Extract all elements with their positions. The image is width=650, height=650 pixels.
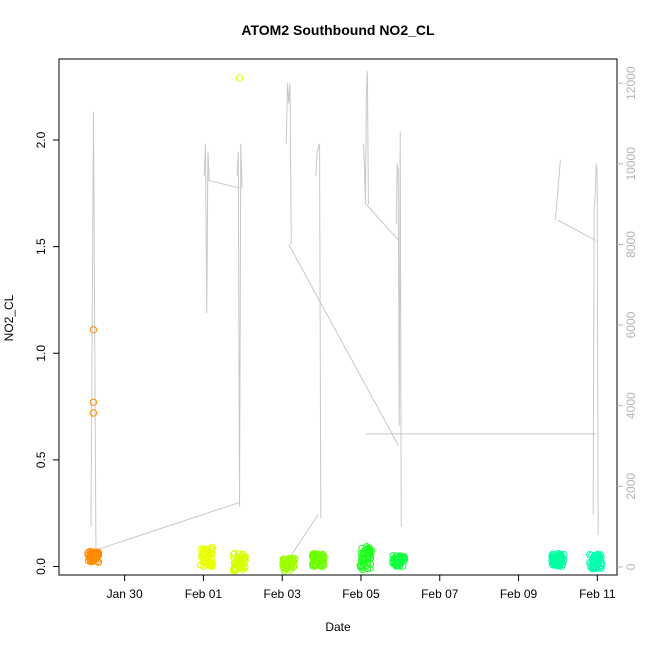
data-point	[548, 552, 556, 560]
x-tick-label: Feb 07	[421, 587, 459, 601]
line-segment	[554, 159, 561, 221]
x-tick-label: Feb 05	[342, 587, 380, 601]
data-point	[399, 562, 407, 570]
data-point	[357, 549, 366, 557]
data-point	[391, 555, 400, 564]
data-point-outlier	[89, 326, 98, 334]
y-left-tick-label: 2.0	[34, 131, 48, 148]
data-point	[366, 564, 374, 572]
data-point	[230, 559, 239, 568]
y-left-tick-label: 1.5	[34, 238, 48, 255]
x-tick-label: Feb 03	[264, 587, 302, 601]
data-point	[588, 559, 596, 567]
data-point	[363, 564, 372, 573]
data-point	[312, 552, 320, 560]
data-point	[310, 562, 319, 570]
data-point	[199, 545, 207, 553]
data-point-outlier	[89, 409, 98, 417]
data-point	[400, 553, 408, 561]
data-point	[592, 554, 601, 563]
data-point	[203, 553, 212, 561]
y-left-tick-label: 0.5	[34, 451, 48, 468]
data-point	[558, 554, 566, 562]
data-point	[588, 564, 596, 573]
data-point	[88, 557, 97, 566]
line-connector	[288, 244, 400, 447]
data-point	[84, 556, 93, 565]
data-point	[597, 564, 605, 572]
point-series	[84, 74, 606, 575]
line-segment	[203, 143, 210, 313]
data-point	[392, 554, 401, 563]
line-connector	[557, 219, 596, 241]
data-point	[199, 553, 207, 561]
data-point	[358, 563, 367, 572]
data-point	[229, 566, 238, 575]
plot-frame	[58, 58, 618, 576]
data-point-outlier	[89, 398, 98, 406]
line-connector	[288, 514, 319, 560]
y-right-tick-label: 2000	[624, 473, 638, 500]
y-axis-label: NO2_CL	[2, 294, 16, 341]
x-tick-label: Jan 30	[107, 587, 143, 601]
x-tick-label: Feb 01	[185, 587, 223, 601]
data-point	[230, 550, 239, 558]
x-tick-label: Feb 11	[579, 587, 616, 601]
line-connector	[206, 179, 240, 189]
data-point	[208, 547, 216, 556]
data-point	[551, 560, 559, 568]
data-point	[359, 560, 368, 568]
data-point	[318, 562, 327, 571]
line-connector	[365, 203, 400, 241]
y-right-tick-label: 4000	[624, 392, 638, 419]
y-right-tick-label: 0	[624, 563, 638, 570]
data-point	[318, 559, 327, 567]
data-point	[366, 554, 374, 562]
data-point	[390, 559, 399, 568]
data-point	[358, 552, 366, 560]
data-point	[230, 550, 238, 559]
data-point	[312, 556, 320, 565]
y-left-tick-label: 0.0	[34, 558, 48, 575]
line-connectors	[93, 179, 596, 560]
x-axis-label: Date	[325, 620, 351, 634]
data-point	[200, 558, 209, 567]
y-right-tick-label: 8000	[624, 231, 638, 258]
y-right-tick-label: 10000	[624, 147, 638, 181]
line-connector	[93, 501, 240, 552]
data-point	[208, 543, 217, 552]
data-point	[86, 547, 94, 556]
line-segment	[90, 111, 97, 551]
data-point-outlier	[235, 74, 244, 82]
line-segment	[592, 163, 599, 535]
y-right-tick-label: 12000	[624, 66, 638, 100]
line-segment	[395, 131, 402, 527]
y-axis-right: 0 2000 4000 6000 8000 10000 12000	[617, 66, 638, 570]
data-point	[93, 557, 101, 565]
data-point	[286, 556, 295, 565]
x-tick-label: Feb 09	[500, 587, 538, 601]
x-axis: Jan 30 Feb 01 Feb 03 Feb 05 Feb 07 Feb 09 Feb …	[107, 575, 616, 601]
data-point	[238, 557, 246, 565]
y-right-tick-label: 6000	[624, 311, 638, 338]
data-point	[587, 563, 595, 572]
line-segment	[236, 143, 243, 507]
data-point	[205, 558, 214, 566]
chart-title: ATOM2 Southbound NO2_CL	[241, 22, 435, 38]
line-segment	[362, 71, 369, 205]
line-series	[90, 71, 599, 551]
line-segment	[315, 143, 322, 519]
line-segment	[285, 83, 292, 245]
y-axis-left: 0.0 0.5 1.0 1.5 2.0	[34, 131, 59, 575]
y-left-tick-label: 1.0	[34, 345, 48, 362]
data-point	[556, 558, 564, 566]
data-point	[589, 554, 597, 562]
data-point	[94, 550, 102, 558]
